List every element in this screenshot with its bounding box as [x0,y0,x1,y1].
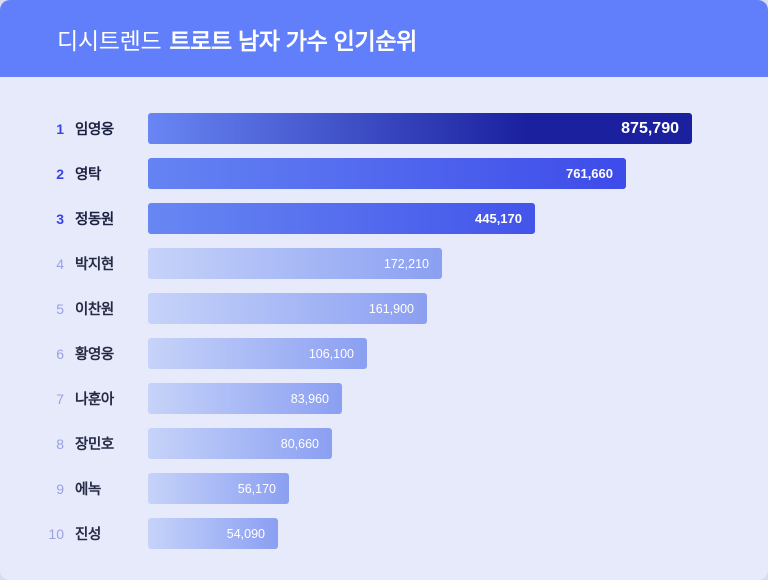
artist-name: 황영웅 [75,347,114,363]
chart-row: 10 진성 54,090 [0,518,768,549]
artist-name: 에녹 [75,482,101,498]
value-label: 761,660 [566,166,613,181]
page-title: 디시트렌드 트로트 남자 가수 인기순위 [57,22,417,56]
chart-row: 7 나훈아 83,960 [0,383,768,414]
value-bar: 875,790 [148,113,692,144]
rank-label: 1 [56,120,64,137]
bar-track: 761,660 [148,158,768,189]
artist-name: 영탁 [75,167,101,183]
rank-label: 8 [56,435,64,452]
value-bar: 445,170 [148,203,535,234]
chart-row: 9 에녹 56,170 [0,473,768,504]
artist-name: 이찬원 [75,302,114,318]
artist-name: 나훈아 [75,392,114,408]
artist-name: 정동원 [75,212,114,228]
value-bar: 161,900 [148,293,427,324]
bar-track: 445,170 [148,203,768,234]
value-bar: 172,210 [148,248,442,279]
bar-track: 54,090 [148,518,768,549]
bar-track: 172,210 [148,248,768,279]
value-label: 80,660 [280,436,319,451]
rank-label: 3 [56,210,64,227]
value-bar: 761,660 [148,158,626,189]
value-bar: 54,090 [148,518,278,549]
value-label: 56,170 [237,481,276,496]
rank-label: 2 [56,165,64,182]
value-label: 445,170 [475,211,522,226]
title-prefix: 디시트렌드 [57,27,162,54]
artist-name: 박지현 [75,257,114,273]
chart-row: 1 임영웅 875,790 [0,113,768,144]
value-bar: 56,170 [148,473,289,504]
chart-row: 6 황영웅 106,100 [0,338,768,369]
value-label: 161,900 [368,301,414,316]
rank-label: 9 [56,480,64,497]
value-bar: 83,960 [148,383,342,414]
chart-row: 2 영탁 761,660 [0,158,768,189]
value-label: 54,090 [226,526,265,541]
bar-track: 80,660 [148,428,768,459]
value-bar: 80,660 [148,428,332,459]
ranking-chart: 1 임영웅 875,790 2 영탁 761,660 3 정동원 445,170… [0,77,768,549]
chart-row: 4 박지현 172,210 [0,248,768,279]
value-bar: 106,100 [148,338,367,369]
rank-label: 5 [56,300,64,317]
bar-track: 875,790 [148,113,768,144]
bar-track: 83,960 [148,383,768,414]
chart-row: 3 정동원 445,170 [0,203,768,234]
rank-label: 10 [48,525,64,542]
title-main: 트로트 남자 가수 인기순위 [169,27,418,54]
artist-name: 진성 [75,527,101,543]
value-label: 875,790 [621,119,679,137]
bar-track: 106,100 [148,338,768,369]
artist-name: 장민호 [75,437,114,453]
chart-row: 8 장민호 80,660 [0,428,768,459]
rank-label: 6 [56,345,64,362]
value-label: 172,210 [383,256,429,271]
value-label: 83,960 [290,391,329,406]
artist-name: 임영웅 [75,122,114,138]
header-banner: 디시트렌드 트로트 남자 가수 인기순위 [0,0,768,77]
value-label: 106,100 [308,346,354,361]
rank-label: 4 [56,255,64,272]
bar-track: 56,170 [148,473,768,504]
bar-track: 161,900 [148,293,768,324]
chart-row: 5 이찬원 161,900 [0,293,768,324]
rank-label: 7 [56,390,64,407]
